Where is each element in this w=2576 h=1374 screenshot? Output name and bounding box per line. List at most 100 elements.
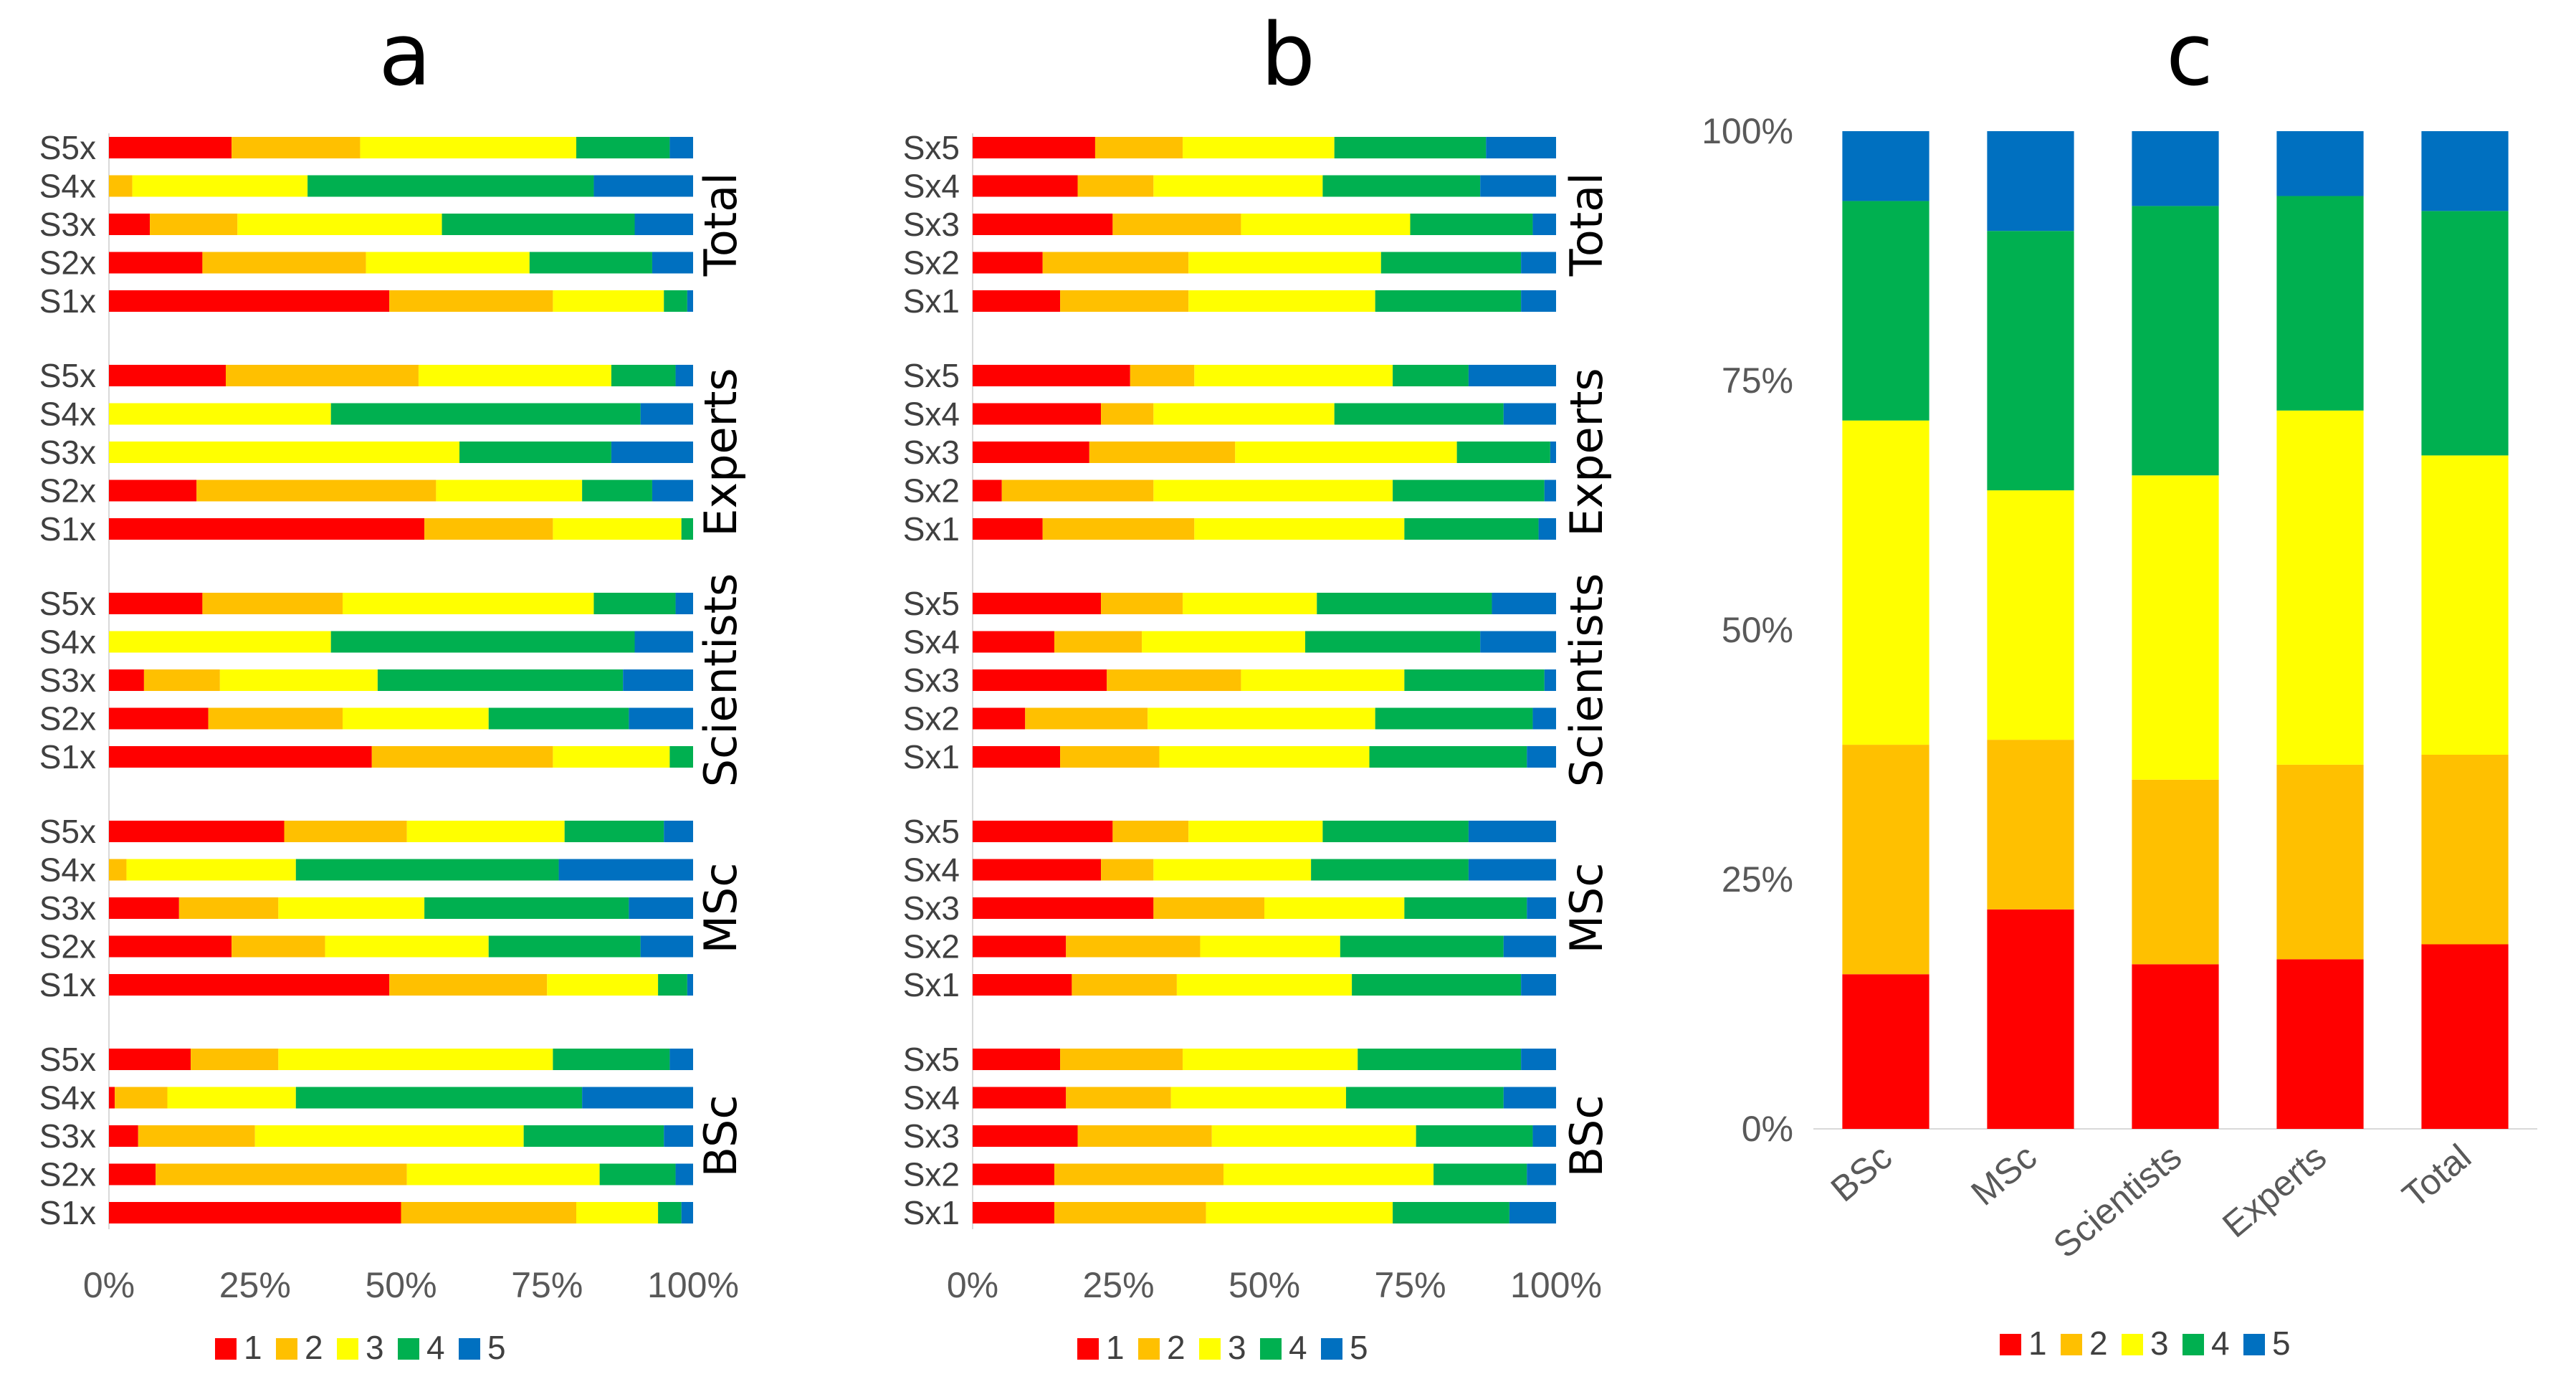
a-bar-msc-s3x-s2	[178, 897, 279, 919]
b-bar-experts-sx3-s4	[1456, 442, 1550, 463]
b-row-label: Sx1	[903, 510, 960, 548]
a-legend-swatch-4	[398, 1338, 419, 1360]
a-bar-total-s3x-s1	[109, 214, 151, 235]
b-bar-total-sx5-s1	[973, 137, 1095, 158]
c-category-label-total: Total	[2395, 1137, 2479, 1216]
b-bar-experts-sx5-s5	[1468, 365, 1556, 386]
b-bar-total-sx4-s5	[1480, 175, 1556, 197]
b-bar-bsc-sx3-s2	[1077, 1125, 1212, 1147]
a-bar-experts-s2x-s2	[196, 480, 437, 502]
b-bar-total-sx1-s3	[1188, 290, 1375, 312]
b-bar-msc-sx3-s5	[1527, 897, 1556, 919]
b-bar-scientists-sx5-s3	[1183, 593, 1317, 614]
c-category-label-scientists: Scientists	[2046, 1137, 2189, 1266]
a-bar-total-s3x-s3	[237, 214, 442, 235]
a-bar-msc-s4x-s3	[126, 859, 296, 881]
b-bar-scientists-sx1-s1	[973, 746, 1061, 768]
a-bar-bsc-s3x-s1	[109, 1125, 138, 1147]
a-bar-scientists-s3x-s5	[623, 669, 693, 691]
a-bar-experts-s5x-s1	[109, 365, 226, 386]
a-bar-bsc-s1x-s4	[658, 1202, 682, 1223]
c-bar-experts-s5	[2276, 131, 2364, 196]
a-bar-bsc-s5x-s4	[553, 1049, 670, 1070]
b-legend-label-1: 1	[1106, 1329, 1125, 1366]
c-bar-msc-s5	[1987, 131, 2074, 232]
b-bar-scientists-sx3-s2	[1107, 669, 1241, 691]
c-bar-scientists-s4	[2132, 206, 2219, 476]
a-bar-bsc-s4x-s1	[109, 1087, 115, 1109]
b-legend-label-5: 5	[1350, 1329, 1368, 1366]
b-x-tick-4: 100%	[1510, 1265, 1602, 1305]
b-bar-scientists-sx5-s2	[1101, 593, 1183, 614]
b-bar-msc-sx3-s4	[1404, 897, 1527, 919]
a-row-label: S3x	[39, 662, 96, 699]
a-bar-msc-s5x-s4	[564, 821, 664, 842]
c-bar-bsc-s5	[1842, 131, 1929, 201]
a-bar-bsc-s2x-s2	[156, 1163, 407, 1185]
b-bar-msc-sx2-s1	[973, 935, 1067, 958]
a-bar-bsc-s2x-s1	[109, 1163, 156, 1185]
b-bar-bsc-sx3-s1	[973, 1125, 1078, 1147]
a-bar-msc-s5x-s5	[664, 821, 693, 842]
a-bar-scientists-s5x-s1	[109, 593, 203, 614]
b-bar-scientists-sx2-s3	[1148, 707, 1375, 730]
a-bar-total-s4x-s5	[593, 175, 693, 197]
b-bar-scientists-sx4-s2	[1054, 631, 1142, 653]
a-legend-swatch-1	[215, 1338, 237, 1360]
a-legend-swatch-2	[276, 1338, 297, 1360]
b-row-label: Sx5	[903, 813, 960, 850]
a-row-label: S1x	[39, 1194, 96, 1231]
a-bar-scientists-s1x-s4	[669, 746, 693, 768]
a-row-label: S4x	[39, 168, 96, 205]
a-bar-experts-s1x-s1	[109, 518, 425, 540]
b-bar-experts-sx3-s5	[1550, 442, 1556, 463]
b-bar-scientists-sx3-s3	[1241, 669, 1405, 691]
b-bar-total-sx1-s5	[1521, 290, 1556, 312]
b-bar-experts-sx1-s1	[973, 518, 1043, 540]
b-bar-total-sx2-s5	[1521, 252, 1556, 274]
a-bar-msc-s3x-s4	[424, 897, 629, 919]
a-group-label-msc: MSc	[695, 863, 747, 954]
b-group-label-bsc: BSc	[1560, 1095, 1613, 1178]
a-row-label: S3x	[39, 1117, 96, 1155]
b-bar-scientists-sx3-s5	[1544, 669, 1556, 691]
a-row-label: S4x	[39, 396, 96, 433]
a-x-tick-2: 50%	[365, 1265, 437, 1305]
b-bar-bsc-sx4-s4	[1345, 1087, 1504, 1109]
b-bar-scientists-sx2-s1	[973, 707, 1026, 730]
b-bar-bsc-sx2-s2	[1054, 1163, 1224, 1185]
a-bar-total-s4x-s4	[307, 175, 594, 197]
b-bar-bsc-sx4-s5	[1503, 1087, 1556, 1109]
c-bar-total-s3	[2421, 455, 2509, 755]
c-y-tick-4: 100%	[1702, 111, 1793, 151]
b-bar-scientists-sx2-s5	[1532, 707, 1556, 730]
a-bar-bsc-s5x-s2	[191, 1049, 279, 1070]
a-bar-experts-s4x-s5	[640, 403, 693, 425]
c-bar-msc-s1	[1987, 909, 2074, 1129]
b-bar-scientists-sx5-s1	[973, 593, 1102, 614]
c-bar-msc-s4	[1987, 231, 2074, 491]
b-bar-msc-sx1-s5	[1521, 974, 1556, 996]
a-legend-swatch-5	[459, 1338, 480, 1360]
b-bar-msc-sx5-s1	[973, 821, 1113, 842]
a-bar-experts-s2x-s5	[652, 480, 693, 502]
b-bar-msc-sx5-s5	[1468, 821, 1556, 842]
c-bar-experts-s4	[2276, 196, 2364, 411]
b-bar-experts-sx2-s5	[1544, 480, 1556, 502]
a-bar-bsc-s4x-s5	[582, 1087, 693, 1109]
b-row-label: Sx3	[903, 889, 960, 927]
a-bar-total-s1x-s1	[109, 290, 390, 312]
b-x-tick-2: 50%	[1229, 1265, 1300, 1305]
b-bar-bsc-sx2-s4	[1434, 1163, 1527, 1185]
b-bar-total-sx4-s3	[1153, 175, 1323, 197]
b-bar-scientists-sx2-s4	[1375, 707, 1533, 730]
a-row-label: S5x	[39, 585, 96, 622]
c-bar-msc-s3	[1987, 490, 2074, 740]
b-bar-scientists-sx3-s4	[1404, 669, 1545, 691]
b-legend-swatch-2	[1138, 1338, 1160, 1360]
a-bar-total-s3x-s5	[634, 214, 693, 235]
a-bar-msc-s2x-s2	[232, 935, 325, 958]
b-bar-bsc-sx5-s5	[1521, 1049, 1556, 1070]
b-bar-msc-sx5-s3	[1188, 821, 1323, 842]
